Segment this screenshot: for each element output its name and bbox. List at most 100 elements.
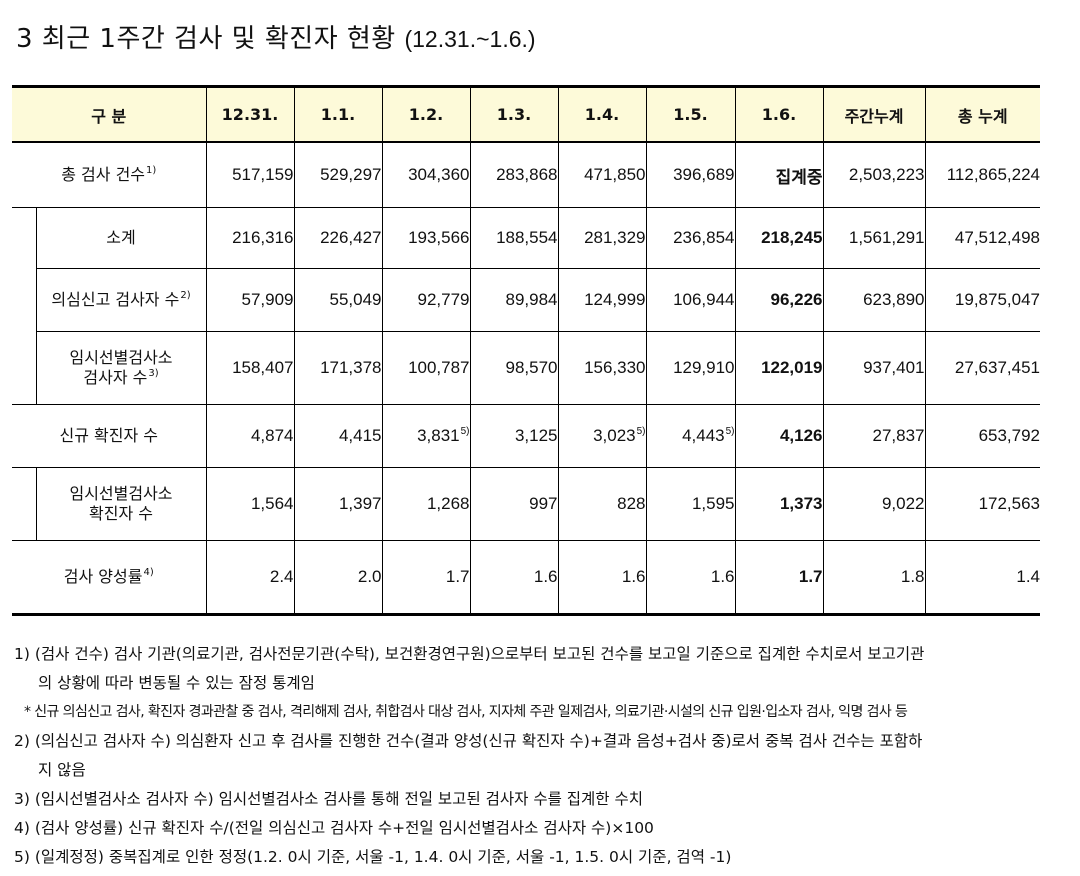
footnote-3: 3) (임시선별검사소 검사자 수) 임시선별검사소 검사를 통해 전일 보고된… xyxy=(14,790,644,808)
table-cell: 172,563 xyxy=(924,467,1041,541)
cell-value: 1,268 xyxy=(426,494,470,513)
cell-value: 193,566 xyxy=(408,228,470,247)
table-header-row: 구 분 12.31. 1.1. 1.2. 1.3. 1.4. 1.5. 1.6.… xyxy=(12,85,1041,143)
table-cell: 98,570 xyxy=(469,331,559,405)
table-cell: 653,792 xyxy=(924,404,1041,468)
cell-value: 172,563 xyxy=(978,494,1041,513)
row-label-text-2: 확진자 수 xyxy=(89,504,153,523)
table-cell: 124,999 xyxy=(557,268,647,332)
table-row: 소계 216,316 226,427 193,566 188,554 281,329 236… xyxy=(12,207,1041,269)
cell-value: 216,316 xyxy=(232,228,294,247)
cell-value: 98,570 xyxy=(505,358,558,377)
header-cell: 1.6. xyxy=(734,85,824,143)
cell-value: 1,397 xyxy=(338,494,382,513)
cell-value: 2.0 xyxy=(357,567,382,586)
table-cell: 188,554 xyxy=(469,207,559,269)
table-cell: 1,595 xyxy=(645,467,736,541)
indent-cell xyxy=(12,467,37,541)
row-label: 검사 양성률4) xyxy=(64,567,154,587)
header-cell: 구 분 xyxy=(12,85,207,143)
table-cell: 122,019 xyxy=(734,331,824,405)
table-cell: 997 xyxy=(469,467,559,541)
indent-cell xyxy=(12,331,37,405)
cell-value: 218,245 xyxy=(761,228,823,247)
table-cell: 57,909 xyxy=(205,268,295,332)
footnote-ref: 5) xyxy=(725,426,735,437)
footnotes: 1) (검사 건수) 검사 기관(의료기관, 검사전문기관(수탁), 보건환경연… xyxy=(14,640,1064,872)
title-text: 3 최근 1주간 검사 및 확진자 현황 xyxy=(16,24,396,54)
cell-value: 1,595 xyxy=(691,494,735,513)
row-label-text: 총 검사 건수 xyxy=(61,165,146,184)
cell-value: 19,875,047 xyxy=(954,290,1041,309)
table-cell: 1,564 xyxy=(205,467,295,541)
table-row: 의심신고 검사자 수2) 57,909 55,049 92,779 89,984 124,… xyxy=(12,268,1041,332)
row-label: 소계 xyxy=(106,228,135,248)
table-row: 임시선별검사소 검사자 수3) 158,407 171,378 100,787 98,57… xyxy=(12,331,1041,405)
cell-value: 471,850 xyxy=(584,165,646,184)
cell-value: 2.4 xyxy=(269,567,294,586)
cell-value: 1.7 xyxy=(798,567,823,586)
table-cell: 529,297 xyxy=(293,142,383,208)
table-cell: 4,415 xyxy=(293,404,383,468)
table-cell: 2,503,223 xyxy=(822,142,926,208)
table-cell: 281,329 xyxy=(557,207,647,269)
cell-value: 4,126 xyxy=(779,426,823,445)
cell-value: 1.6 xyxy=(710,567,735,586)
table-cell: 158,407 xyxy=(205,331,295,405)
table-cell: 9,022 xyxy=(822,467,926,541)
footnote-ref: 1) xyxy=(146,165,157,176)
row-label-cell: 총 검사 건수1) xyxy=(12,142,207,208)
cell-value: 4,415 xyxy=(338,426,382,445)
cell-value: 124,999 xyxy=(584,290,646,309)
table-cell: 156,330 xyxy=(557,331,647,405)
row-label-text: 소계 xyxy=(106,228,136,247)
cell-value: 156,330 xyxy=(584,358,646,377)
cell-value: 1,564 xyxy=(250,494,294,513)
table-cell: 937,401 xyxy=(822,331,926,405)
indent-cell xyxy=(12,268,37,332)
footnote-ref: 3) xyxy=(148,368,159,379)
cell-value: 653,792 xyxy=(978,426,1041,445)
cell-value: 집계중 xyxy=(775,167,823,187)
cell-value: 2,503,223 xyxy=(848,165,925,184)
table-cell: 2.4 xyxy=(205,540,295,616)
cell-value: 27,637,451 xyxy=(954,358,1041,377)
row-label-cell: 임시선별검사소 확진자 수 xyxy=(36,467,207,541)
title-date-range: (12.31.~1.6.) xyxy=(404,26,536,52)
cell-value: 1.4 xyxy=(1016,567,1041,586)
cell-value: 47,512,498 xyxy=(954,228,1041,247)
cell-value: 1,373 xyxy=(779,494,823,513)
section-title: 3 최근 1주간 검사 및 확진자 현황 (12.31.~1.6.) xyxy=(16,18,1066,55)
stats-table: 구 분 12.31. 1.1. 1.2. 1.3. 1.4. 1.5. 1.6.… xyxy=(12,85,1041,616)
table-cell: 236,854 xyxy=(645,207,736,269)
table-cell: 1.6 xyxy=(469,540,559,616)
table-cell: 3,0235) xyxy=(557,404,647,468)
header-cell: 1.3. xyxy=(469,85,559,143)
table-row: 신규 확진자 수 4,874 4,415 3,8315) 3,125 3,0235) 4,4… xyxy=(12,404,1041,468)
header-cell: 1.5. xyxy=(645,85,736,143)
cell-value: 4,443 xyxy=(682,426,725,445)
cell-value: 27,837 xyxy=(872,426,925,445)
table-cell: 171,378 xyxy=(293,331,383,405)
row-label: 의심신고 검사자 수2) xyxy=(51,290,190,310)
header-cell: 12.31. xyxy=(205,85,295,143)
row-label-text: 임시선별검사소 xyxy=(69,484,173,503)
row-label: 임시선별검사소 확진자 수 xyxy=(69,484,172,524)
table-cell: 47,512,498 xyxy=(924,207,1041,269)
footnote-2: 2) (의심신고 검사자 수) 의심환자 신고 후 검사를 진행한 건수(결과 … xyxy=(14,732,923,750)
table-cell: 1.8 xyxy=(822,540,926,616)
cell-value: 89,984 xyxy=(505,290,558,309)
table-cell: 1,268 xyxy=(381,467,471,541)
footnote-2-cont: 지 않음 xyxy=(38,761,86,779)
row-label: 총 검사 건수1) xyxy=(61,165,156,185)
footnote-1-cont: 의 상황에 따라 변동될 수 있는 잠정 통계임 xyxy=(38,674,315,692)
header-cell: 1.4. xyxy=(557,85,647,143)
footnote-5: 5) (일계정정) 중복집계로 인한 정정(1.2. 0시 기준, 서울 -1,… xyxy=(14,848,732,866)
table-row: 임시선별검사소 확진자 수 1,564 1,397 1,268 997 828 1,595 1,… xyxy=(12,467,1041,541)
header-cell: 1.2. xyxy=(381,85,471,143)
cell-value: 106,944 xyxy=(673,290,735,309)
cell-value: 3,831 xyxy=(417,426,460,445)
table-cell: 129,910 xyxy=(645,331,736,405)
table-cell: 92,779 xyxy=(381,268,471,332)
cell-value: 529,297 xyxy=(320,165,382,184)
